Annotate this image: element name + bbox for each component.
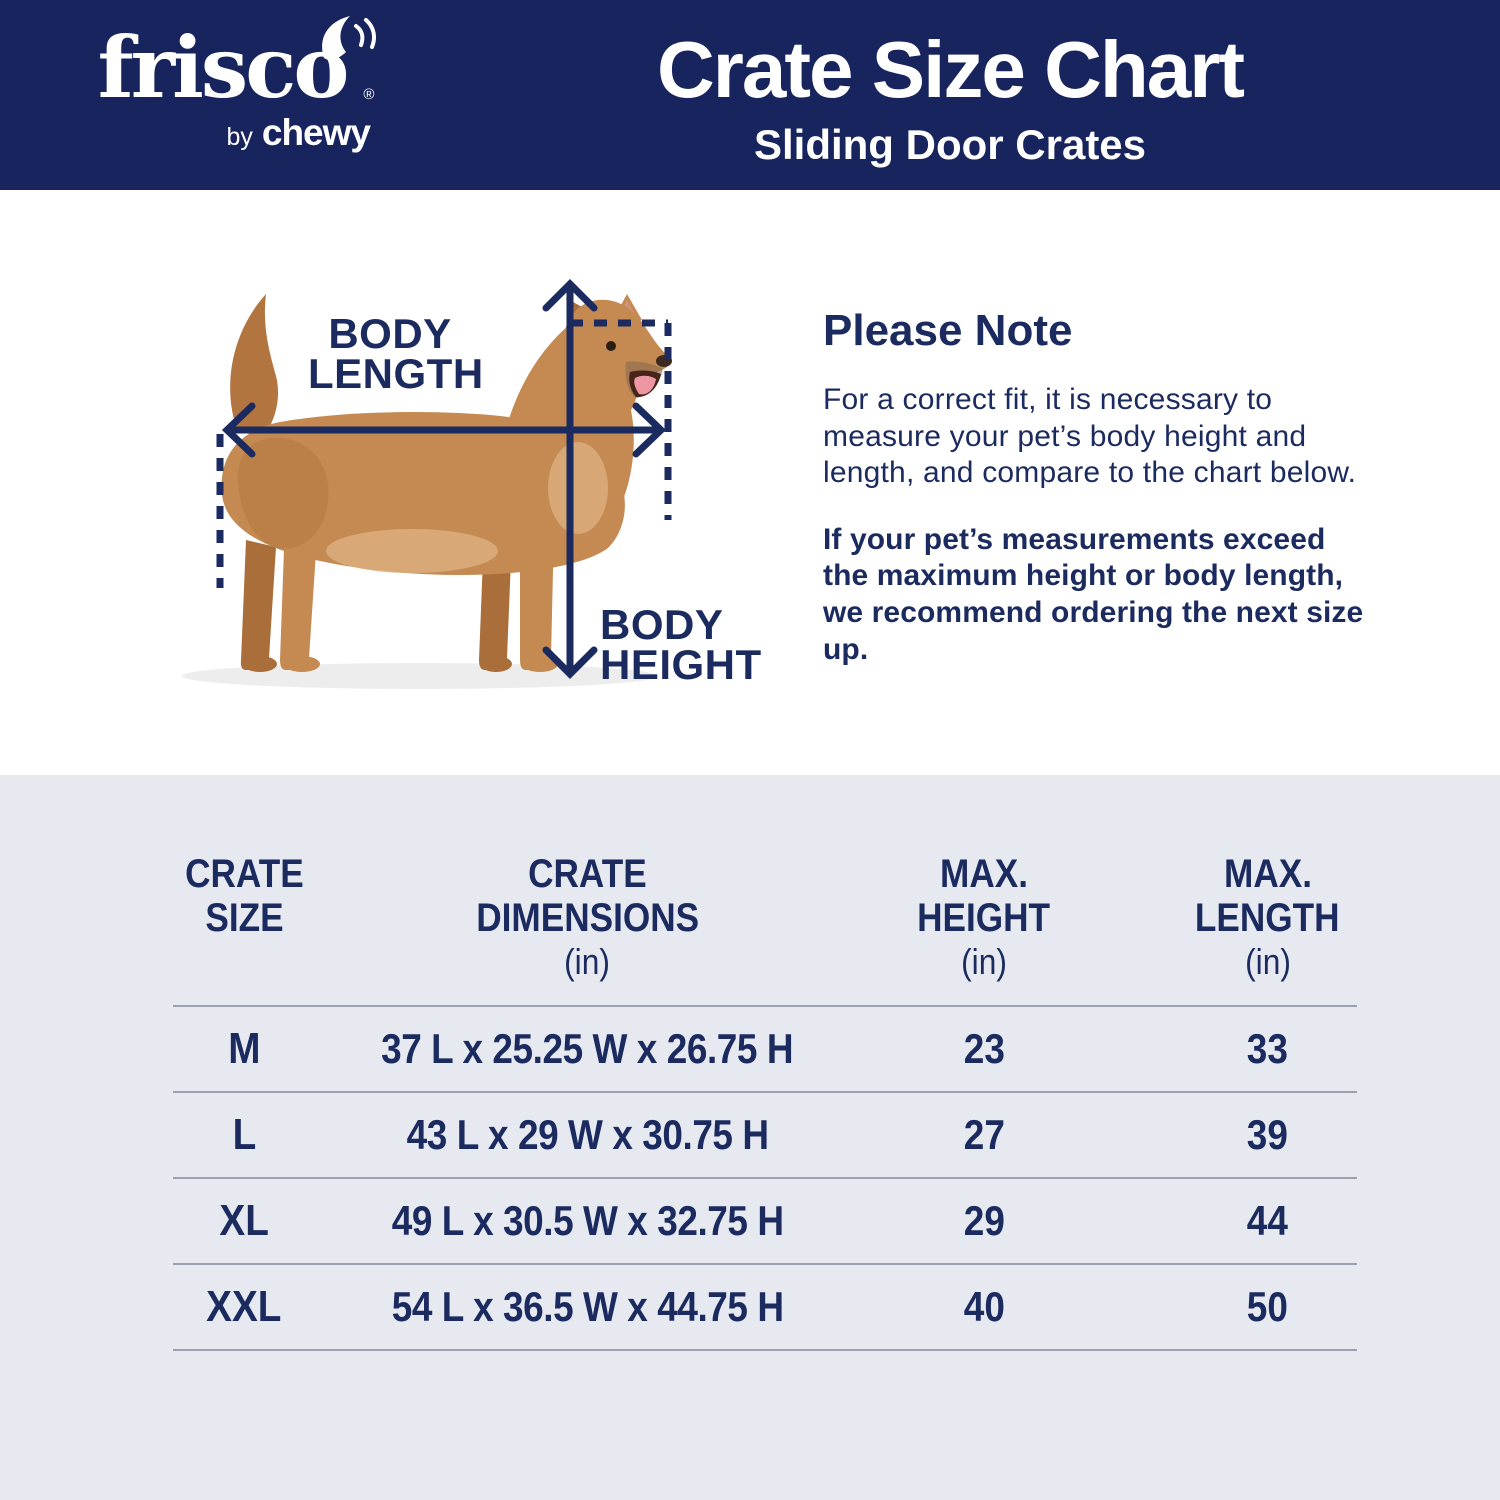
table-row-m: M 37 L x 25.25 W x 26.75 H 23 33 bbox=[173, 1005, 1357, 1091]
by-chewy-line: by chewy bbox=[72, 112, 372, 154]
table-row-xl: XL 49 L x 30.5 W x 32.75 H 29 44 bbox=[173, 1177, 1357, 1263]
dimensions-m: 37 L x 25.25 W x 26.75 H bbox=[381, 1025, 794, 1072]
note-emphasis: If your pet’s measurements exceed the ma… bbox=[823, 522, 1364, 666]
dog-tongue bbox=[634, 375, 656, 395]
dog-tail bbox=[230, 294, 279, 436]
dog-illustration bbox=[182, 279, 672, 689]
chewy-brand-text: chewy bbox=[261, 112, 371, 153]
by-text: by bbox=[226, 123, 253, 151]
col-header-crate-size: CRATE SIZE bbox=[184, 852, 304, 940]
max-length-l: 39 bbox=[1247, 1111, 1289, 1158]
frisco-logo: frisco ® by chewy bbox=[72, 16, 377, 154]
size-chart-section bbox=[0, 775, 1500, 1500]
dog-head bbox=[565, 299, 667, 380]
please-note: Please Note For a correct fit, it is nec… bbox=[823, 306, 1378, 698]
dog-eye bbox=[606, 341, 616, 351]
logo-brand-text: frisco bbox=[97, 18, 350, 117]
page-subtitle: Sliding Door Crates bbox=[753, 121, 1147, 168]
col-header-max-height: MAX. HEIGHT (in) bbox=[917, 852, 1051, 982]
body-height-arrow bbox=[542, 279, 598, 679]
size-m: M bbox=[227, 1024, 261, 1073]
note-heading: Please Note bbox=[823, 306, 1073, 355]
size-xl: XL bbox=[219, 1196, 269, 1245]
max-height-l: 27 bbox=[963, 1111, 1005, 1158]
dimensions-xxl: 54 L x 36.5 W x 44.75 H bbox=[391, 1283, 784, 1330]
table-row-l: L 43 L x 29 W x 30.75 H 27 39 bbox=[173, 1091, 1357, 1177]
max-length-m: 33 bbox=[1247, 1025, 1289, 1072]
max-height-xxl: 40 bbox=[963, 1283, 1005, 1330]
size-xxl: XXL bbox=[206, 1282, 282, 1331]
header-bar: frisco ® by chewy Crate Size Chart Slidi… bbox=[0, 0, 1500, 190]
col-header-max-length: MAX. LENGTH (in) bbox=[1195, 852, 1340, 982]
dog-measurement-diagram: BODY LENGTH BODY HEIGHT bbox=[180, 250, 800, 730]
dimensions-xl: 49 L x 30.5 W x 32.75 H bbox=[391, 1197, 784, 1244]
table-row-xxl: XXL 54 L x 36.5 W x 44.75 H 40 50 bbox=[173, 1263, 1357, 1351]
size-table: CRATE SIZE CRATE DIMENSIONS (in) MAX. HE… bbox=[173, 852, 1357, 1351]
logo-tail-swash-icon bbox=[322, 16, 377, 60]
page-title: Crate Size Chart bbox=[657, 25, 1245, 114]
body-height-label: BODY HEIGHT bbox=[600, 601, 762, 688]
registered-mark: ® bbox=[363, 86, 375, 103]
max-height-m: 23 bbox=[963, 1025, 1005, 1072]
body-length-arrow bbox=[221, 402, 667, 458]
note-body: For a correct fit, it is necessary to me… bbox=[823, 383, 1357, 490]
table-header-row: CRATE SIZE CRATE DIMENSIONS (in) MAX. HE… bbox=[173, 852, 1357, 1005]
col-header-crate-dimensions: CRATE DIMENSIONS (in) bbox=[475, 852, 699, 982]
max-height-xl: 29 bbox=[963, 1197, 1005, 1244]
header-titles: Crate Size Chart Sliding Door Crates bbox=[520, 30, 1380, 166]
logo-wordmark: frisco ® bbox=[98, 16, 377, 110]
body-length-label: BODY LENGTH bbox=[308, 310, 484, 397]
dashed-guide-lines bbox=[216, 319, 672, 588]
measurement-arrows bbox=[216, 279, 672, 679]
max-length-xl: 44 bbox=[1247, 1197, 1289, 1244]
max-length-xxl: 50 bbox=[1247, 1283, 1289, 1330]
size-l: L bbox=[232, 1110, 256, 1159]
dimensions-l: 43 L x 29 W x 30.75 H bbox=[406, 1111, 769, 1158]
